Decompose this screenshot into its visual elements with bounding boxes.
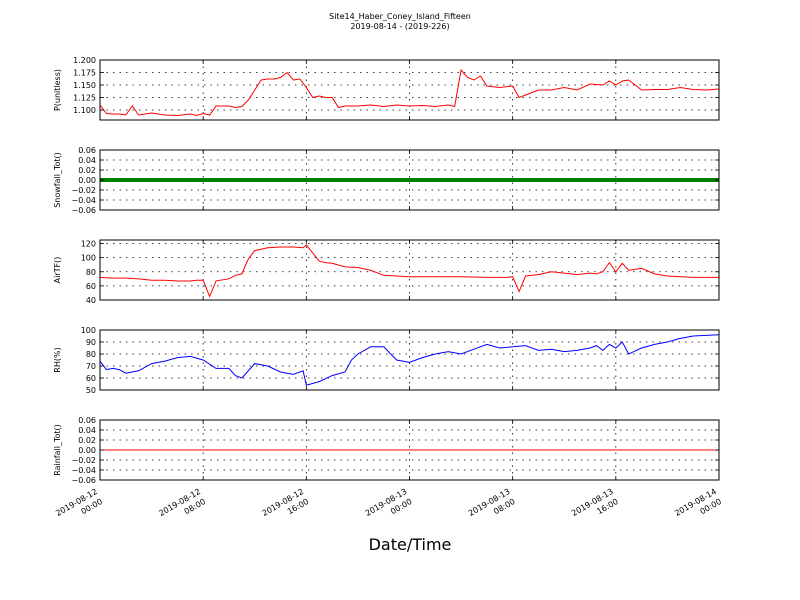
y-tick-label: 100 [81,326,96,335]
y-tick-label: 0.04 [78,426,96,435]
chart-title: Site14_Haber_Coney_Island_Fifteen [329,12,471,21]
panel-frame [99,239,720,301]
y-tick-label: 0.04 [78,156,96,165]
y-tick-label: 0.02 [78,436,96,445]
y-tick-label: 1.125 [73,94,96,103]
y-tick-label: −0.06 [71,206,96,215]
y-tick-label: 0.00 [78,176,96,185]
panel-1: 1.100 1.125 1.150 1.175 1.200 P(unitless) [53,56,720,121]
panel-frame [99,329,720,391]
chart-subtitle: 2019-08-14 - (2019-226) [350,22,449,31]
y-tick-label: 1.150 [73,81,96,90]
y-tick-label: 120 [81,240,96,249]
y-tick-label: 90 [86,338,96,347]
y-tick-label: 80 [86,268,96,277]
y-tick-label: −0.06 [71,476,96,485]
y-tick-label: 100 [81,254,96,263]
series-line [99,244,719,298]
y-tick-label: 0.06 [78,416,96,425]
y-tick-label: 60 [86,282,96,291]
y-axis-label: Rainfall_Tot() [53,424,62,476]
y-tick-label: −0.04 [71,466,96,475]
y-axis-label: Snowfall_Tot() [53,152,62,208]
panel-4: 50 60 70 80 90 100 RH(%) [53,326,720,395]
y-tick-label: 1.175 [73,69,96,78]
y-tick-label: 70 [86,362,96,371]
panel-2: −0.06−0.04−0.020.000.020.040.06 Snowfall_… [53,146,720,215]
y-tick-label: 1.200 [73,56,96,65]
chart-panels: 1.100 1.125 1.150 1.175 1.200 P(unitless) −0.0… [53,56,720,485]
y-tick-label: 50 [86,386,96,395]
y-tick-label: −0.04 [71,196,96,205]
y-tick-label: 80 [86,350,96,359]
panel-3: 40 60 80 100 120 AirTF() [53,239,720,305]
y-tick-label: 0.02 [78,166,96,175]
panel-frame [99,59,720,121]
y-tick-label: 0.00 [78,446,96,455]
y-tick-label: 60 [86,374,96,383]
y-tick-label: −0.02 [71,186,96,195]
y-axis-label: AirTF() [53,257,62,284]
y-tick-label: −0.02 [71,456,96,465]
panel-5: −0.06−0.04−0.020.000.020.040.06 Rainfall_… [53,416,720,485]
y-axis-label: RH(%) [53,347,62,372]
series-line [99,334,720,386]
y-tick-label: 0.06 [78,146,96,155]
y-tick-label: 40 [86,296,96,305]
series-line [99,68,720,117]
x-axis-label: Date/Time [369,535,452,554]
y-axis-label: P(unitless) [53,69,62,111]
y-tick-label: 1.100 [73,106,96,115]
